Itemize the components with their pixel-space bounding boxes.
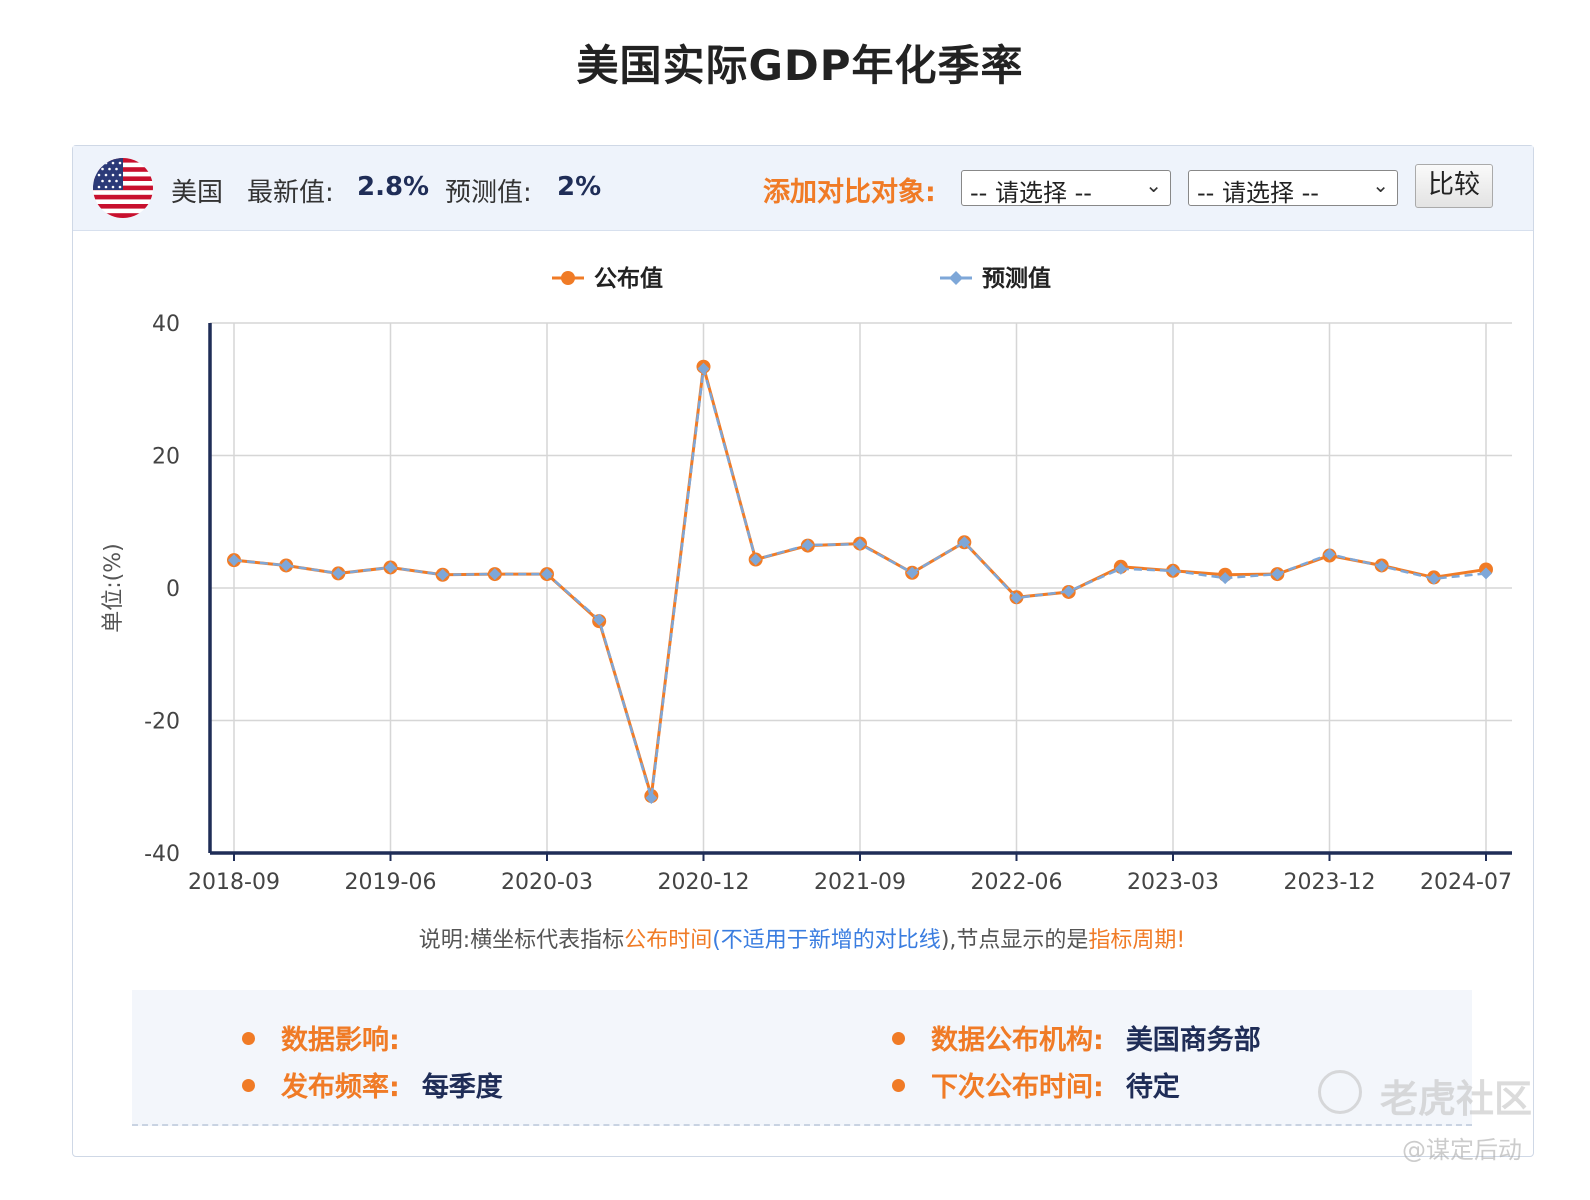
forecast-point [384, 561, 397, 574]
chevron-down-icon: ⌄ [1145, 173, 1162, 197]
bullet-icon [892, 1079, 905, 1092]
impact-label: 数据影响: [281, 1025, 400, 1056]
info-next-release: 下次公布时间: 待定 [892, 1065, 1180, 1104]
forecast-point [801, 538, 814, 551]
note-paren-close: ),节点显示的是 [940, 928, 1089, 953]
watermark-user: @谋定后动 [1402, 1136, 1522, 1164]
info-frequency: 发布频率: 每季度 [242, 1065, 503, 1104]
compare-button[interactable]: 比较 [1415, 164, 1493, 208]
legend-published-label: 公布值 [594, 265, 663, 292]
forecast-point [1114, 562, 1127, 575]
compare-select-2[interactable]: -- 请选择 -- ⌄ [1188, 170, 1398, 207]
forecast-point [1480, 567, 1492, 580]
source-value: 美国商务部 [1125, 1025, 1261, 1056]
forecast-point [1375, 560, 1388, 573]
x-tick-label: 2023-12 [1284, 870, 1376, 895]
note-publish-time: 公布时间 [624, 928, 713, 953]
next-release-value: 待定 [1125, 1072, 1180, 1103]
forecast-point [645, 792, 658, 805]
forecast-point [1010, 591, 1023, 604]
y-axis-label: 单位:(%) [101, 543, 126, 632]
info-impact: 数据影响: [242, 1018, 422, 1057]
legend-published-marker [561, 271, 575, 285]
forecast-point [488, 568, 501, 581]
compare-select-1-value: -- 请选择 -- [970, 179, 1092, 207]
forecast-point [958, 536, 971, 549]
legend-forecast-marker [949, 271, 963, 285]
forecast-point [1219, 572, 1232, 585]
next-release-label: 下次公布时间: [931, 1072, 1104, 1103]
bullet-icon [242, 1079, 255, 1092]
source-label: 数据公布机构: [931, 1025, 1104, 1056]
gdp-line-chart: 40 20 0 -20 -40 2018-09 2019-06 2020-03 2020-12 2… [101, 265, 1512, 895]
forecast-point [1427, 572, 1440, 585]
frequency-value: 每季度 [421, 1072, 503, 1103]
indicator-card: 美国 最新值: 2.8% 预测值: 2% 添加对比对象: -- 请选择 -- ⌄… [72, 145, 1534, 1157]
y-tick-label: 40 [152, 312, 180, 337]
forecast-point [1323, 548, 1336, 561]
forecast-point [280, 559, 293, 572]
forecast-point [436, 568, 449, 581]
x-tick-label: 2023-03 [1127, 870, 1219, 895]
chart-note: 说明:横坐标代表指标公布时间(不适用于新增的对比线),节点显示的是指标周期! [72, 922, 1532, 954]
watermark-brand: 老虎社区 [1380, 1077, 1533, 1121]
forecast-point [906, 566, 919, 579]
bullet-icon [892, 1032, 905, 1045]
legend-forecast-label: 预测值 [982, 265, 1051, 292]
compare-label: 添加对比对象: [763, 177, 936, 208]
info-source: 数据公布机构: 美国商务部 [892, 1018, 1261, 1057]
note-compare-exception: 不适用于新增的对比线 [720, 928, 941, 953]
frequency-label: 发布频率: [281, 1072, 400, 1103]
x-tick-label: 2020-12 [658, 870, 750, 895]
y-tick-label: 20 [152, 445, 180, 470]
forecast-point [228, 554, 240, 567]
y-tick-label: -20 [144, 710, 180, 735]
forecast-point [854, 538, 866, 551]
forecast-point [1062, 585, 1075, 598]
watermark-logo-icon [1318, 1070, 1362, 1114]
forecast-point [541, 568, 553, 581]
page-title: 美国实际GDP年化季率 [576, 41, 1024, 90]
x-tick-label: 2024-07 [1420, 870, 1512, 895]
compare-select-1[interactable]: -- 请选择 -- ⌄ [961, 170, 1171, 207]
us-flag-icon [93, 158, 153, 218]
forecast-value: 2% [557, 172, 602, 202]
forecast-point [749, 553, 762, 566]
forecast-point [593, 613, 606, 626]
chevron-down-icon: ⌄ [1372, 173, 1389, 197]
forecast-point [697, 362, 710, 375]
latest-value: 2.8% [357, 172, 430, 202]
y-tick-label: 0 [166, 577, 180, 602]
info-box: 数据影响: 数据公布机构: 美国商务部 发布频率: 每季度 下次公布时间: 待定 [132, 990, 1472, 1126]
forecast-point [1271, 568, 1284, 581]
x-tick-label: 2020-03 [501, 870, 593, 895]
compare-select-2-value: -- 请选择 -- [1197, 179, 1319, 207]
latest-label: 最新值: [247, 178, 334, 208]
x-tick-label: 2019-06 [345, 870, 437, 895]
y-tick-label: -40 [144, 842, 180, 867]
country-name: 美国 [171, 178, 224, 208]
forecast-label: 预测值: [445, 178, 532, 208]
note-prefix: 说明:横坐标代表指标 [418, 928, 625, 953]
x-tick-label: 2022-06 [971, 870, 1063, 895]
note-paren-open: ( [712, 928, 721, 953]
x-tick-label: 2018-09 [188, 870, 280, 895]
note-period: 指标周期! [1088, 928, 1186, 953]
forecast-point [332, 567, 345, 580]
card-header: 美国 最新值: 2.8% 预测值: 2% 添加对比对象: -- 请选择 -- ⌄… [73, 146, 1533, 231]
bullet-icon [242, 1032, 255, 1045]
forecast-point [1167, 564, 1179, 577]
x-tick-label: 2021-09 [814, 870, 906, 895]
